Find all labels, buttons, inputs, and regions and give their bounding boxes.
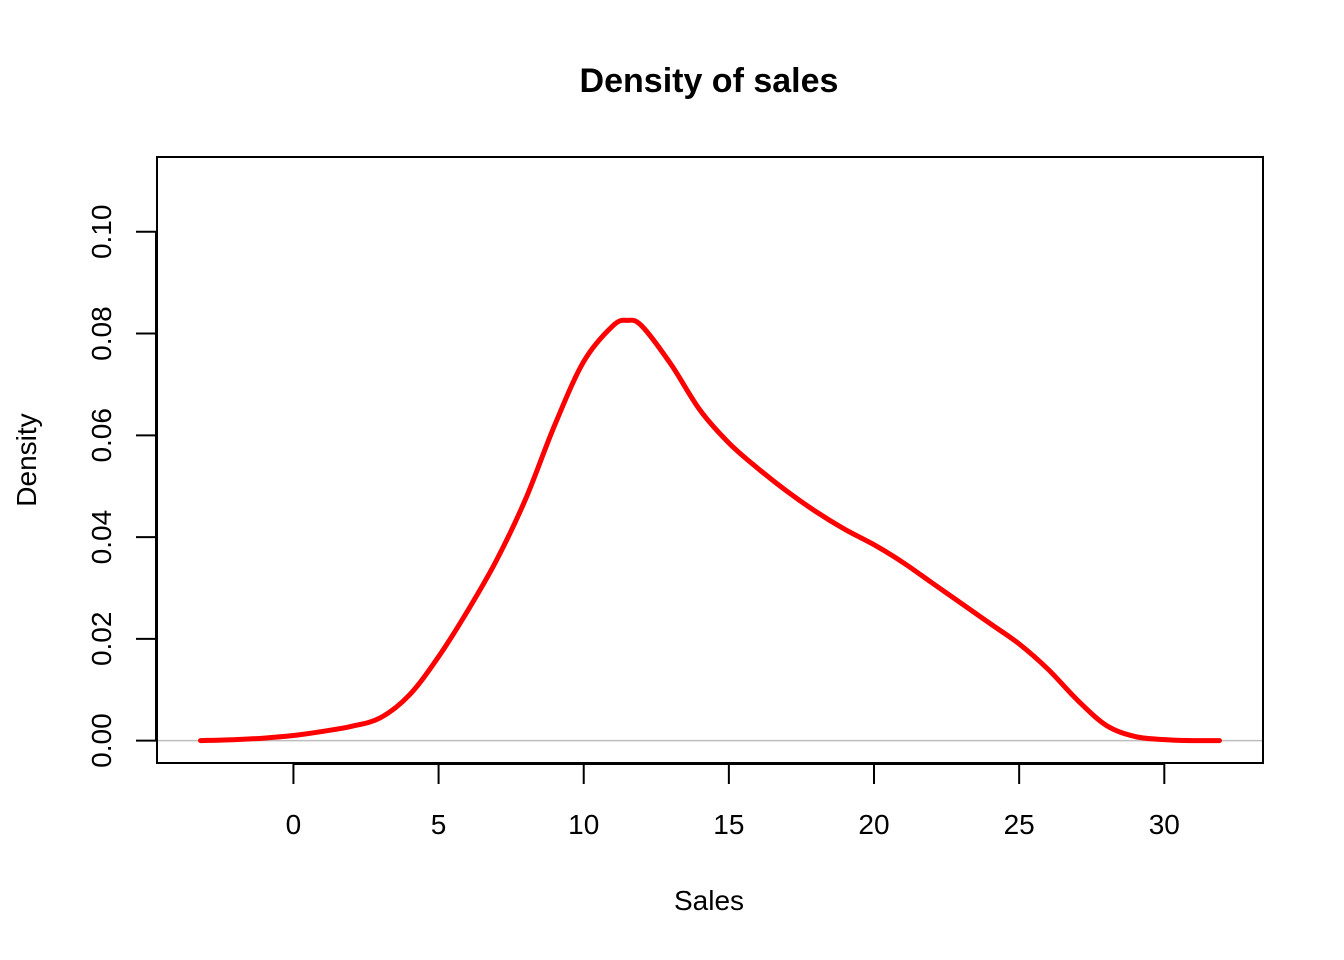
- y-tick-label: 0.10: [86, 205, 117, 259]
- x-tick-label: 20: [858, 809, 889, 840]
- y-tick-label: 0.00: [86, 713, 117, 768]
- y-axis-label: Density: [11, 413, 42, 506]
- x-tick-label: 25: [1004, 809, 1035, 840]
- y-tick-label: 0.04: [86, 510, 117, 565]
- chart-title: Density of sales: [580, 62, 839, 100]
- y-tick-label: 0.06: [86, 408, 117, 463]
- y-axis: 0.00 0.02 0.04 0.06 0.08 0.10: [86, 205, 157, 768]
- plot-frame: [156, 156, 1264, 764]
- x-axis: 0 5 10 15 20 25 30: [286, 763, 1180, 840]
- x-tick-label: 5: [431, 809, 447, 840]
- x-tick-label: 0: [286, 809, 302, 840]
- x-tick-label: 15: [713, 809, 744, 840]
- x-tick-label: 30: [1149, 809, 1180, 840]
- density-curve-line: [198, 317, 1222, 744]
- y-tick-label: 0.08: [86, 306, 117, 361]
- y-tick-label: 0.02: [86, 612, 117, 667]
- x-axis-label: Sales: [674, 885, 744, 916]
- x-tick-label: 10: [568, 809, 599, 840]
